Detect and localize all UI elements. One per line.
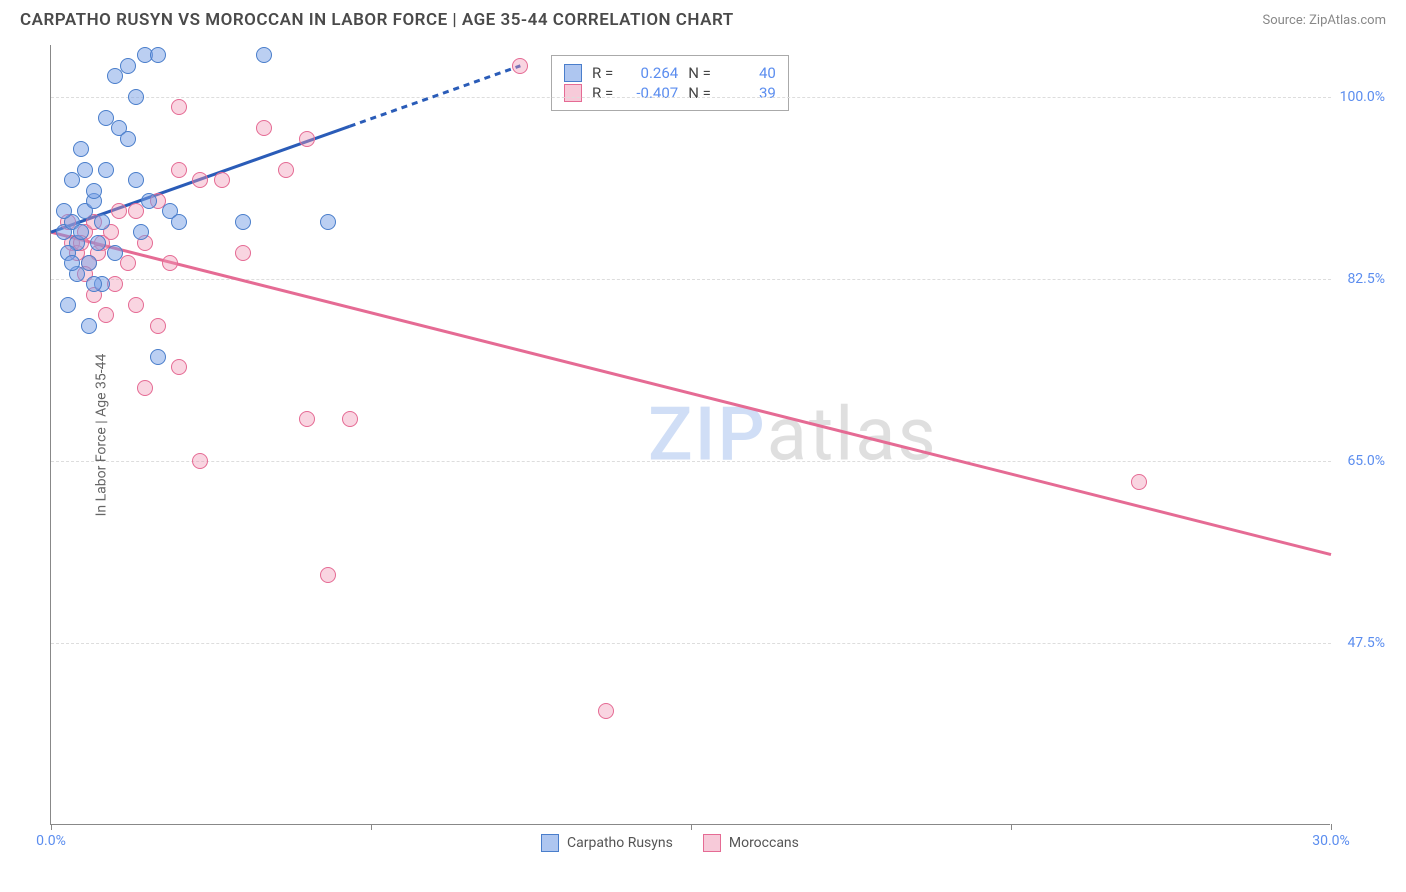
swatch-icon xyxy=(564,64,582,82)
scatter-point xyxy=(192,172,208,188)
legend-item: Moroccans xyxy=(703,834,799,852)
x-tick-label: 30.0% xyxy=(1312,833,1350,849)
scatter-point xyxy=(320,214,336,230)
scatter-point xyxy=(342,411,358,427)
scatter-point xyxy=(278,162,294,178)
scatter-point xyxy=(73,224,89,240)
source-label: Source: ZipAtlas.com xyxy=(1262,13,1386,28)
scatter-point xyxy=(162,255,178,271)
scatter-point xyxy=(111,203,127,219)
scatter-point xyxy=(98,307,114,323)
scatter-point xyxy=(256,47,272,63)
stats-row: R = 0.264 N = 40 xyxy=(564,64,776,82)
x-tick xyxy=(1011,824,1012,830)
y-tick-label: 65.0% xyxy=(1347,453,1385,469)
r-label: R = xyxy=(592,84,613,102)
scatter-point xyxy=(120,255,136,271)
scatter-point xyxy=(86,183,102,199)
watermark-atlas: atlas xyxy=(767,391,938,478)
gridline xyxy=(51,461,1331,462)
n-value: 39 xyxy=(721,84,776,102)
scatter-point xyxy=(192,453,208,469)
x-tick xyxy=(1331,824,1332,830)
trend-lines xyxy=(51,45,1331,825)
x-tick xyxy=(371,824,372,830)
n-label: N = xyxy=(688,84,711,102)
legend: Carpatho Rusyns Moroccans xyxy=(541,834,799,852)
scatter-point xyxy=(150,47,166,63)
scatter-point xyxy=(94,214,110,230)
scatter-point xyxy=(256,120,272,136)
scatter-point xyxy=(128,172,144,188)
scatter-point xyxy=(81,255,97,271)
scatter-point xyxy=(56,203,72,219)
scatter-point xyxy=(1131,474,1147,490)
stats-row: R = -0.407 N = 39 xyxy=(564,84,776,102)
n-label: N = xyxy=(688,64,711,82)
scatter-point xyxy=(320,567,336,583)
scatter-point xyxy=(120,131,136,147)
x-tick xyxy=(51,824,52,830)
r-label: R = xyxy=(592,64,613,82)
scatter-point xyxy=(86,276,102,292)
gridline xyxy=(51,97,1331,98)
scatter-point xyxy=(150,318,166,334)
gridline xyxy=(51,279,1331,280)
scatter-point xyxy=(90,235,106,251)
chart-title: CARPATHO RUSYN VS MOROCCAN IN LABOR FORC… xyxy=(20,10,734,30)
legend-label: Carpatho Rusyns xyxy=(567,835,673,851)
scatter-point xyxy=(299,411,315,427)
plot-area: ZIPatlas R =0.264N =40R =-0.407N =39 Car… xyxy=(50,45,1330,825)
chart-container: In Labor Force | Age 35-44 ZIPatlas R =0… xyxy=(50,45,1380,825)
scatter-point xyxy=(598,703,614,719)
scatter-point xyxy=(214,172,230,188)
y-tick-label: 47.5% xyxy=(1347,635,1385,651)
watermark-zip: ZIP xyxy=(648,391,767,478)
r-value: -0.407 xyxy=(623,84,678,102)
scatter-point xyxy=(120,58,136,74)
scatter-point xyxy=(60,297,76,313)
scatter-point xyxy=(141,193,157,209)
scatter-point xyxy=(171,359,187,375)
scatter-point xyxy=(128,297,144,313)
scatter-point xyxy=(137,380,153,396)
x-tick xyxy=(691,824,692,830)
scatter-point xyxy=(299,131,315,147)
scatter-point xyxy=(235,214,251,230)
scatter-point xyxy=(150,349,166,365)
r-value: 0.264 xyxy=(623,64,678,82)
scatter-point xyxy=(81,318,97,334)
scatter-point xyxy=(171,214,187,230)
scatter-point xyxy=(98,162,114,178)
scatter-point xyxy=(77,162,93,178)
scatter-point xyxy=(73,141,89,157)
swatch-icon xyxy=(703,834,721,852)
y-tick-label: 100.0% xyxy=(1340,89,1385,105)
x-tick-label: 0.0% xyxy=(36,833,66,849)
legend-item: Carpatho Rusyns xyxy=(541,834,673,852)
scatter-point xyxy=(64,255,80,271)
watermark: ZIPatlas xyxy=(648,391,938,478)
swatch-icon xyxy=(564,84,582,102)
scatter-point xyxy=(235,245,251,261)
stats-box: R = 0.264 N = 40 R = -0.407 N = 39 xyxy=(551,55,789,111)
n-value: 40 xyxy=(721,64,776,82)
scatter-point xyxy=(133,224,149,240)
gridline xyxy=(51,643,1331,644)
scatter-point xyxy=(171,162,187,178)
scatter-point xyxy=(512,58,528,74)
scatter-point xyxy=(171,99,187,115)
y-tick-label: 82.5% xyxy=(1347,271,1385,287)
scatter-point xyxy=(107,245,123,261)
legend-label: Moroccans xyxy=(729,835,799,851)
swatch-icon xyxy=(541,834,559,852)
scatter-point xyxy=(128,89,144,105)
